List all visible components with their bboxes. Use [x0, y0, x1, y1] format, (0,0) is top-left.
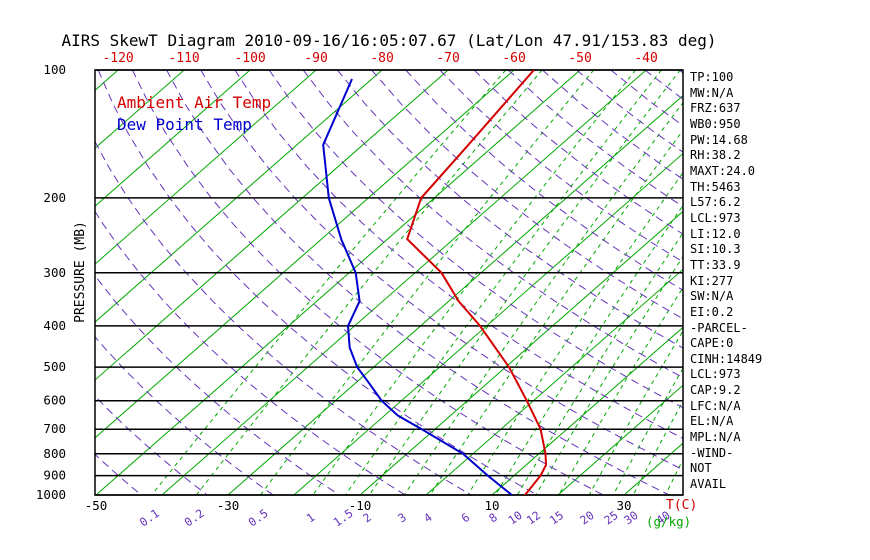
dry-adiabat-lines — [95, 70, 683, 495]
stat-line: EL:N/A — [690, 414, 734, 429]
top-temperature-labels: -120 -110 -100 -90 -80 -70 -60 -50 -40 — [102, 51, 657, 66]
svg-text:0.2: 0.2 — [182, 506, 207, 529]
svg-text:-120: -120 — [102, 51, 133, 66]
stat-line: EI:0.2 — [690, 304, 734, 319]
stat-line: -WIND- — [690, 445, 734, 460]
stat-line: SW:N/A — [690, 289, 734, 304]
stat-line: TP:100 — [690, 70, 734, 84]
stat-line: AVAIL — [690, 477, 727, 492]
stat-line: LFC:N/A — [690, 398, 741, 413]
svg-text:0.1: 0.1 — [137, 506, 162, 529]
svg-text:500: 500 — [43, 359, 66, 374]
stat-line: LI:12.0 — [690, 226, 741, 241]
svg-text:40: 40 — [653, 508, 672, 527]
plot-frame — [94, 69, 684, 496]
svg-text:20: 20 — [577, 508, 596, 527]
stat-line: NOT — [690, 461, 712, 476]
stat-line: SI:10.3 — [690, 242, 741, 257]
svg-text:30: 30 — [616, 498, 631, 513]
svg-text:-80: -80 — [370, 51, 393, 66]
stat-line: -PARCEL- — [690, 320, 748, 335]
stat-line: CAP:9.2 — [690, 383, 741, 398]
svg-text:3: 3 — [395, 510, 409, 525]
stat-line: WB0:950 — [690, 116, 741, 131]
svg-text:-110: -110 — [168, 51, 199, 66]
stat-line: LCL:973 — [690, 210, 741, 225]
svg-text:700: 700 — [43, 421, 66, 436]
svg-text:600: 600 — [43, 393, 66, 408]
legend-ambient-air-temp: Ambient Air Temp — [117, 93, 272, 112]
svg-text:10: 10 — [484, 498, 499, 513]
legend: Ambient Air Temp Dew Point Temp — [117, 92, 271, 136]
stat-line: L57:6.2 — [690, 195, 741, 210]
svg-text:0.5: 0.5 — [246, 506, 271, 529]
svg-text:100: 100 — [43, 62, 66, 77]
stat-line: TH:5463 — [690, 179, 741, 194]
chart-title: AIRS SkewT Diagram 2010-09-16/16:05:07.6… — [61, 31, 717, 50]
bottom-temperature-labels: -50 -30 -10 10 30 — [85, 498, 632, 513]
stat-line: LCL:973 — [690, 367, 741, 382]
isotherm-lines — [95, 70, 683, 495]
svg-text:30: 30 — [621, 508, 640, 527]
svg-text:-50: -50 — [85, 498, 108, 513]
svg-text:-60: -60 — [502, 51, 525, 66]
svg-text:200: 200 — [43, 190, 66, 205]
svg-text:800: 800 — [43, 446, 66, 461]
ambient-temp-curve — [406, 70, 548, 495]
svg-text:900: 900 — [43, 468, 66, 483]
svg-text:10: 10 — [505, 508, 524, 527]
stat-line: RH:38.2 — [690, 148, 741, 163]
svg-text:-50: -50 — [568, 51, 591, 66]
stat-line: MAXT:24.0 — [690, 163, 756, 178]
svg-text:-30: -30 — [217, 498, 240, 513]
stat-line: MPL:N/A — [690, 430, 741, 445]
mixing-unit-label: (g/kg) — [646, 514, 691, 529]
legend-dew-point-temp: Dew Point Temp — [117, 115, 252, 134]
stat-line: PW:14.68 — [690, 132, 748, 147]
svg-text:4: 4 — [421, 510, 435, 525]
svg-text:-70: -70 — [436, 51, 459, 66]
mixing-ratio-lines — [151, 70, 683, 495]
stats-panel: TP:100 MW:N/A FRZ:637 WB0:950 PW:14.68 RH:38.… — [690, 70, 762, 493]
svg-text:15: 15 — [547, 508, 566, 527]
stat-line: FRZ:637 — [690, 101, 741, 116]
svg-text:400: 400 — [43, 318, 66, 333]
svg-text:-90: -90 — [304, 51, 327, 66]
dewpoint-curve — [322, 78, 513, 495]
pressure-axis-title: PRESSURE (MB) — [73, 221, 88, 323]
stat-line: TT:33.9 — [690, 257, 741, 272]
svg-text:-100: -100 — [234, 51, 265, 66]
svg-text:1: 1 — [304, 510, 318, 525]
stat-line: CAPE:0 — [690, 336, 734, 351]
svg-text:-40: -40 — [634, 51, 657, 66]
stat-line: KI:277 — [690, 273, 734, 288]
svg-text:6: 6 — [459, 510, 473, 525]
svg-text:2: 2 — [360, 510, 374, 525]
pressure-labels: 100 200 300 400 500 600 700 800 900 1000 — [36, 62, 66, 502]
svg-text:-10: -10 — [349, 498, 372, 513]
svg-text:1000: 1000 — [36, 487, 66, 502]
svg-text:300: 300 — [43, 265, 66, 280]
svg-text:25: 25 — [601, 508, 620, 527]
stat-line: MW:N/A — [690, 85, 734, 100]
svg-text:12: 12 — [524, 508, 543, 527]
stat-line: CINH:14849 — [690, 351, 763, 366]
temp-unit-label: T(C) — [666, 498, 697, 513]
